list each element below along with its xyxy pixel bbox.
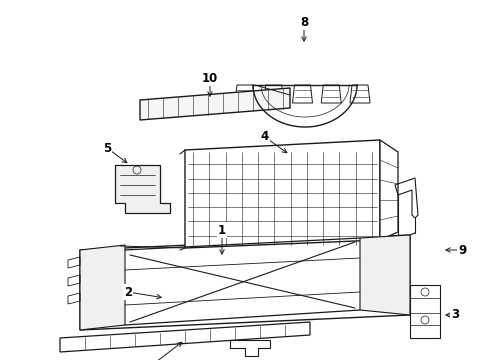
Text: 1: 1 (218, 224, 226, 237)
Polygon shape (140, 88, 290, 120)
Polygon shape (230, 340, 270, 356)
Polygon shape (360, 235, 410, 315)
Text: 4: 4 (261, 130, 269, 144)
Text: 8: 8 (300, 15, 308, 28)
Polygon shape (185, 140, 380, 248)
Polygon shape (80, 235, 410, 330)
Polygon shape (410, 285, 440, 338)
Polygon shape (80, 245, 125, 330)
Text: 10: 10 (202, 72, 218, 85)
Text: 3: 3 (451, 309, 459, 321)
Polygon shape (380, 140, 398, 240)
Text: 9: 9 (458, 243, 466, 256)
Polygon shape (115, 165, 170, 213)
Polygon shape (60, 322, 310, 352)
Text: 2: 2 (124, 285, 132, 298)
Text: 5: 5 (103, 141, 111, 154)
